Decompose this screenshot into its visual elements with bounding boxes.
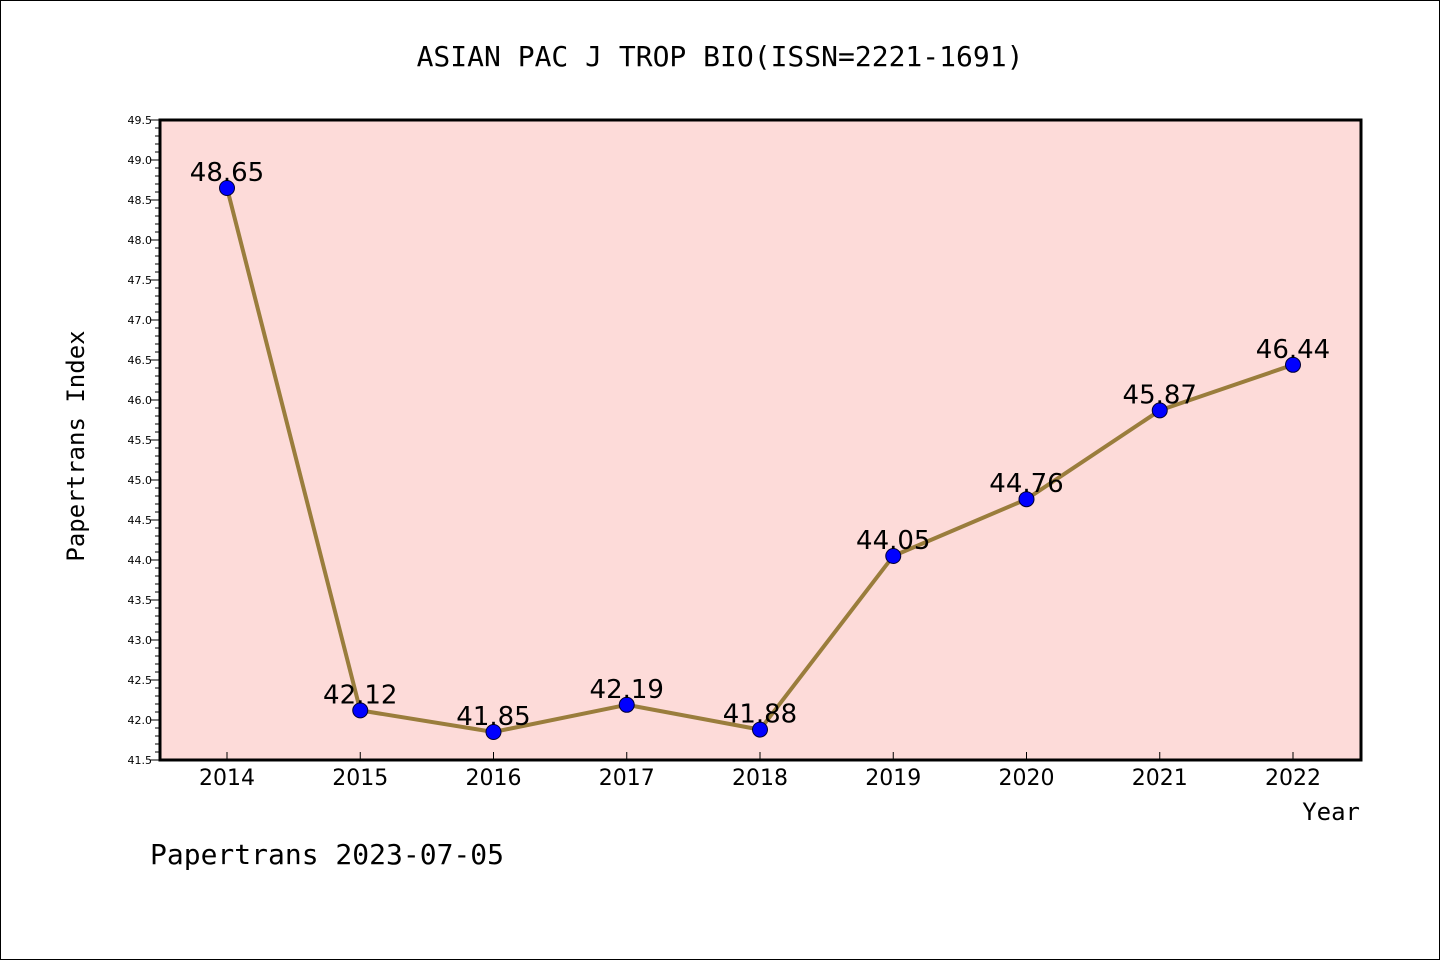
data-label: 41.85 — [456, 702, 530, 732]
data-point — [219, 180, 235, 196]
data-label: 45.87 — [1123, 380, 1197, 410]
data-point — [1018, 491, 1035, 508]
data-point — [352, 702, 369, 719]
y-tick-label: 43.5 — [128, 594, 153, 607]
data-label: 41.88 — [723, 700, 797, 730]
data-label: 44.05 — [856, 526, 930, 556]
y-tick-label: 46.5 — [128, 354, 153, 367]
y-tick-label: 45.0 — [128, 474, 153, 487]
data-label: 48.65 — [190, 158, 264, 188]
x-tick-label: 2017 — [599, 766, 655, 791]
chart-title: ASIAN PAC J TROP BIO(ISSN=2221-1691) — [417, 40, 1024, 73]
data-point — [752, 721, 768, 738]
y-axis: 41.5 42.0 42.5 43.0 43.5 44.0 44.5 45.0 45.5 46.0… — [128, 114, 160, 767]
data-point — [885, 548, 902, 564]
data-label: 46.44 — [1256, 335, 1330, 365]
data-label: 44.76 — [989, 469, 1063, 499]
y-tick-label: 48.0 — [128, 234, 153, 247]
y-tick-label: 47.0 — [128, 314, 153, 327]
x-tick-label: 2019 — [865, 766, 921, 791]
x-tick-label: 2018 — [732, 766, 788, 791]
y-tick-label: 49.0 — [128, 154, 153, 167]
y-tick-label: 45.5 — [128, 434, 153, 447]
x-tick-label: 2015 — [332, 766, 388, 791]
x-tick-label: 2020 — [999, 766, 1055, 791]
y-axis-label: Papertrans Index — [62, 330, 90, 561]
x-tick-label: 2021 — [1132, 766, 1188, 791]
y-tick-label: 43.0 — [128, 634, 153, 647]
x-axis-label: Year — [1302, 798, 1360, 826]
data-point — [618, 696, 635, 713]
y-tick-label: 41.5 — [128, 754, 153, 767]
data-label: 42.19 — [590, 675, 664, 705]
series-markers — [219, 180, 1301, 740]
x-axis: 2014 2015 2016 2017 2018 2019 2020 2021 2022 — [199, 752, 1321, 791]
y-tick-label: 42.0 — [128, 714, 153, 727]
data-point — [1151, 402, 1168, 419]
data-label: 42.12 — [323, 680, 397, 710]
y-tick-label: 42.5 — [128, 674, 153, 687]
footer-text: Papertrans 2023-07-05 — [150, 838, 504, 871]
x-tick-label: 2016 — [466, 766, 522, 791]
y-tick-label: 49.5 — [128, 114, 153, 127]
data-labels: 48.65 42.12 41.85 42.19 41.88 44.05 44.76 45.87… — [190, 158, 1330, 732]
y-tick-label: 44.0 — [128, 554, 153, 567]
x-tick-label: 2014 — [199, 766, 255, 791]
y-tick-label: 46.0 — [128, 394, 153, 407]
data-point — [1285, 356, 1301, 373]
y-tick-label: 44.5 — [128, 514, 153, 527]
y-tick-label: 47.5 — [128, 274, 153, 287]
data-point — [485, 724, 502, 740]
y-tick-label: 48.5 — [128, 194, 153, 207]
plot-area — [158, 118, 1363, 762]
x-tick-label: 2022 — [1265, 766, 1321, 791]
